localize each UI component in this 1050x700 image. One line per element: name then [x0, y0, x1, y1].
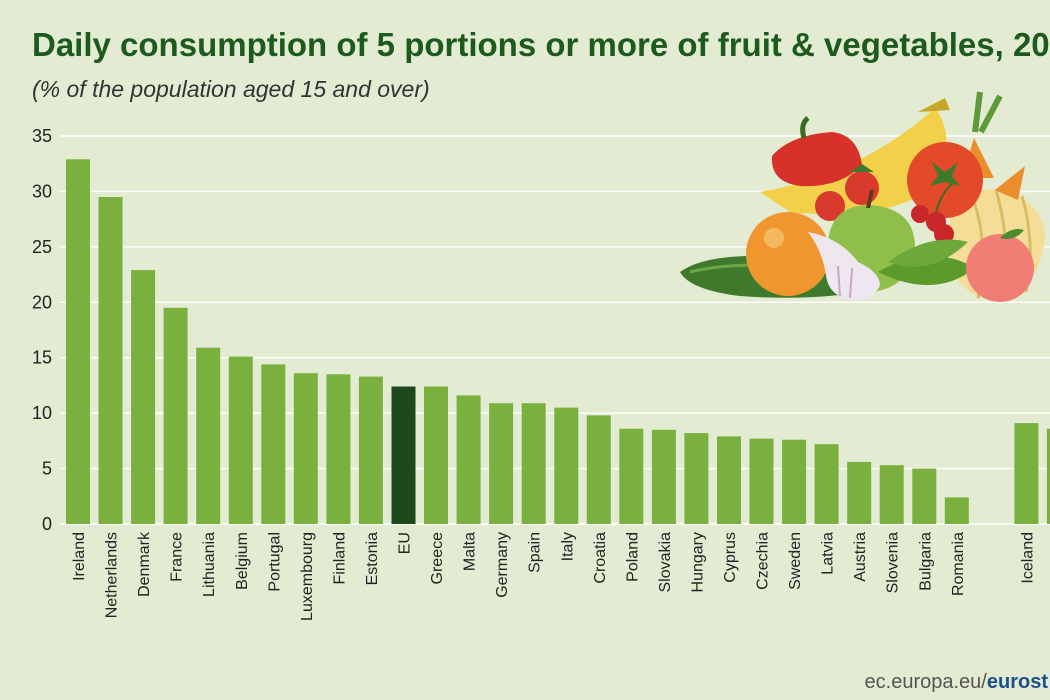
- bar-finland: [326, 374, 351, 524]
- category-label: Latvia: [820, 532, 837, 575]
- category-label: Estonia: [364, 532, 381, 585]
- bar-greece: [424, 386, 448, 524]
- chart-title: Daily consumption of 5 portions or more …: [32, 26, 1050, 63]
- category-labels: Ireland Netherlands Denmark France Lithuania…: [71, 531, 1036, 621]
- category-label: Austria: [852, 532, 869, 582]
- bar-slovakia: [651, 429, 676, 524]
- category-label: Germany: [494, 532, 511, 598]
- category-label: Sweden: [787, 532, 804, 590]
- bar-spain: [521, 403, 546, 524]
- bar-germany: [489, 403, 514, 524]
- bar-croatia: [586, 415, 611, 524]
- category-label: Hungary: [689, 532, 706, 592]
- bar-belgium: [228, 356, 253, 524]
- footer-site: ec.europa.eu/: [865, 671, 988, 693]
- y-tick-label: 30: [32, 181, 52, 201]
- footer-brand: eurost: [987, 671, 1048, 693]
- footer-source: ec.europa.eu/eurost: [865, 671, 1049, 693]
- bar-sweden: [782, 439, 807, 524]
- category-label: Slovenia: [885, 532, 902, 593]
- bar-latvia: [814, 444, 839, 524]
- category-label: Cyprus: [722, 532, 739, 583]
- bar-portugal: [261, 364, 286, 524]
- y-tick-label: 20: [32, 292, 52, 312]
- bar-romania: [944, 497, 969, 524]
- category-label: Ireland: [71, 532, 88, 581]
- bar-eu: [391, 386, 416, 524]
- category-label: Spain: [527, 532, 544, 573]
- bar-luxembourg: [293, 373, 318, 524]
- bar-bulgaria: [912, 468, 937, 524]
- category-label: Romania: [950, 532, 967, 596]
- y-tick-label: 0: [42, 514, 52, 534]
- bar-france: [163, 307, 188, 524]
- category-label: Finland: [331, 532, 348, 584]
- bar-slovenia: [879, 465, 904, 524]
- category-label: France: [169, 532, 186, 582]
- chart-subtitle: (% of the population aged 15 and over): [32, 76, 430, 102]
- fruit-and-vegetables-illustration: [680, 91, 1045, 302]
- category-label: Italy: [559, 532, 576, 561]
- bar-denmark: [131, 270, 156, 524]
- bar-cyprus: [717, 436, 741, 524]
- bar-estonia: [358, 376, 383, 524]
- bar-poland: [619, 428, 644, 524]
- bar-iceland: [1014, 423, 1039, 524]
- category-label: Croatia: [592, 532, 609, 584]
- category-label: Denmark: [136, 531, 153, 597]
- y-tick-label: 15: [32, 348, 52, 368]
- y-tick-label: 25: [32, 237, 52, 257]
- bar-malta: [456, 395, 481, 524]
- category-label: Iceland: [1019, 532, 1036, 584]
- y-tick-label: 5: [42, 459, 52, 479]
- y-tick-label: 10: [32, 403, 52, 423]
- category-label: Luxembourg: [299, 532, 316, 621]
- category-label: Bulgaria: [917, 532, 934, 591]
- y-axis: 0 5 10 15 20 25 30 35: [32, 126, 52, 534]
- bar-ireland: [66, 159, 90, 525]
- category-label: Lithuania: [201, 532, 218, 597]
- category-label: Poland: [624, 532, 641, 582]
- category-label: Greece: [429, 532, 446, 585]
- bar-netherlands: [98, 197, 123, 524]
- category-label: Netherlands: [104, 532, 121, 618]
- category-label: Czechia: [755, 532, 772, 590]
- category-label: Belgium: [234, 532, 251, 590]
- bar-hungary: [684, 433, 709, 524]
- bar-norway: [1046, 428, 1050, 524]
- category-label: Slovakia: [657, 532, 674, 593]
- category-label: EU: [397, 532, 414, 554]
- bar-austria: [847, 461, 872, 524]
- category-label: Malta: [462, 532, 479, 571]
- y-tick-label: 35: [32, 126, 52, 146]
- category-label: Portugal: [266, 532, 283, 592]
- bar-czechia: [749, 438, 774, 524]
- bar-lithuania: [196, 347, 221, 524]
- bar-italy: [554, 407, 579, 524]
- bars: [66, 159, 1050, 525]
